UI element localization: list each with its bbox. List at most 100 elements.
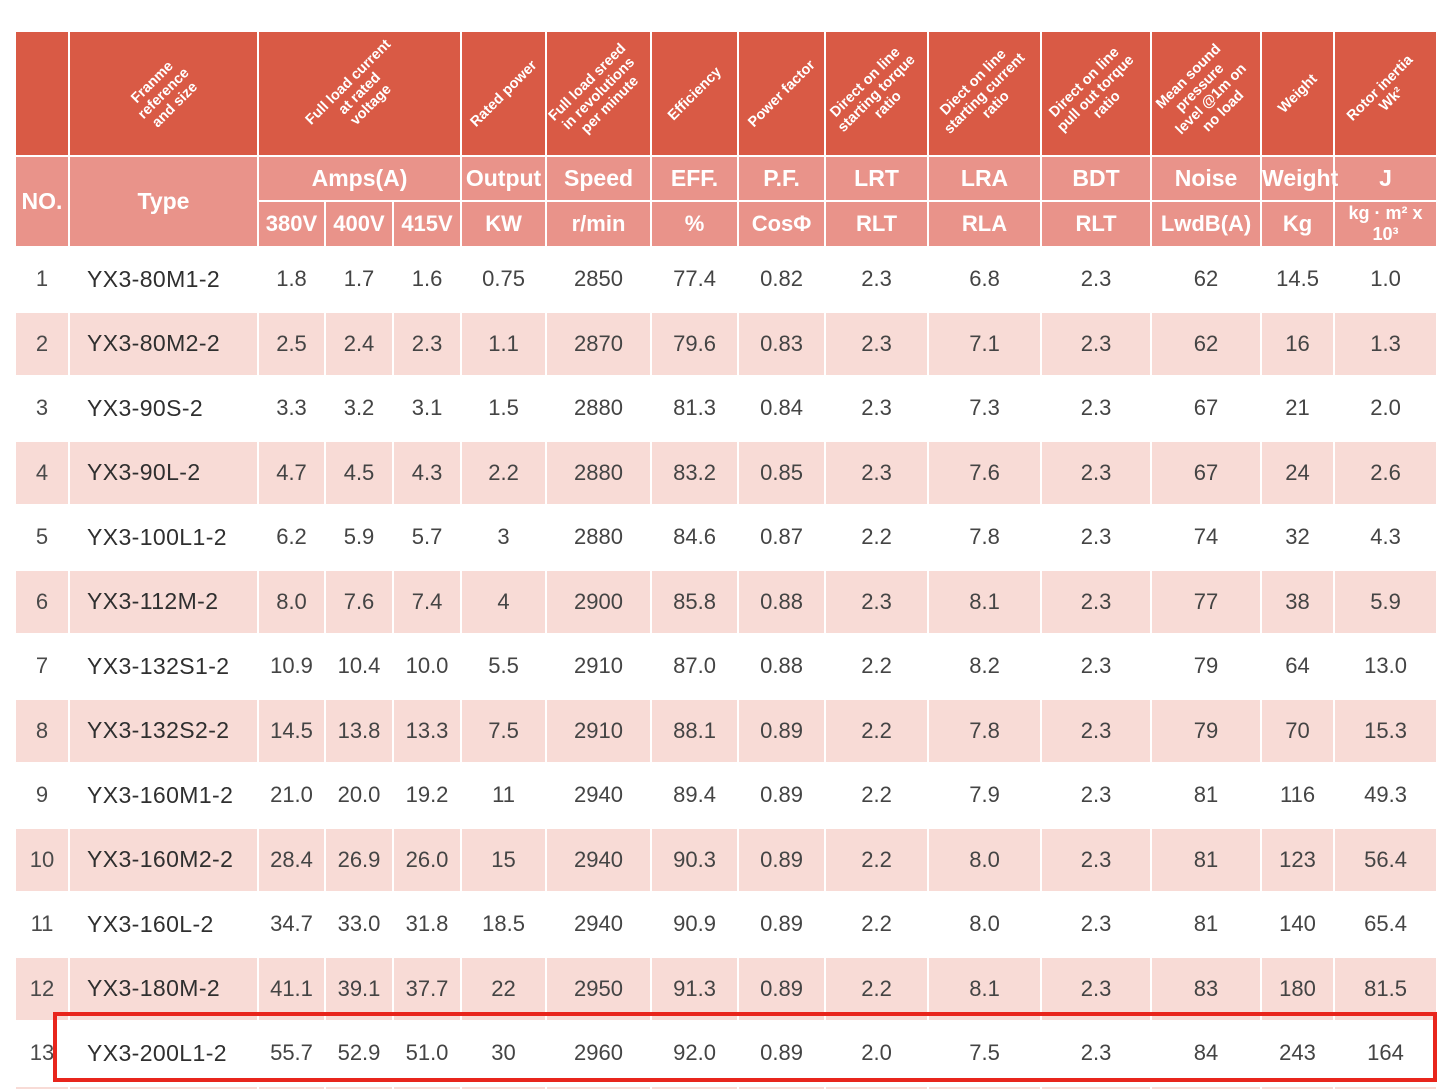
- header-power-factor: Power factor: [737, 30, 827, 157]
- value-cell: 81: [1150, 826, 1263, 893]
- no-cell: 10: [14, 826, 70, 893]
- value-cell: 1.7: [324, 246, 394, 313]
- value-cell: 1.1: [460, 310, 548, 377]
- unit-percent: %: [650, 200, 740, 248]
- value-cell: 4: [460, 568, 548, 635]
- empty-cell: [1333, 1084, 1436, 1089]
- no-cell: 1: [14, 246, 70, 313]
- value-cell: 0.88: [737, 633, 827, 700]
- value-cell: 1.6: [391, 246, 463, 313]
- value-cell: 4.3: [1333, 504, 1436, 571]
- value-cell: 3.2: [324, 375, 394, 442]
- table-row: 12 YX3-180M-2 41.1 39.1 37.7 22 2950 91.3 0.89 2.…: [14, 955, 1436, 1022]
- starting-current-label: Diect on line starting current ratio: [936, 45, 1028, 137]
- value-cell: 1.3: [1333, 310, 1436, 377]
- value-cell: 21.0: [257, 762, 326, 829]
- value-cell: 0.83: [737, 310, 827, 377]
- no-cell: 2: [14, 310, 70, 377]
- spec-table-container: Franme reference and size Full load curr…: [14, 30, 1436, 1089]
- empty-cell: [824, 1084, 930, 1089]
- value-cell: 2.2: [824, 762, 930, 829]
- value-cell: 87.0: [650, 633, 740, 700]
- value-cell: 2.0: [824, 1020, 930, 1087]
- value-cell: 49.3: [1333, 762, 1436, 829]
- value-cell: 67: [1150, 375, 1263, 442]
- value-cell: 38: [1260, 568, 1336, 635]
- value-cell: 26.9: [324, 826, 394, 893]
- value-cell: 37.7: [391, 955, 463, 1022]
- value-cell: 0.89: [737, 891, 827, 958]
- value-cell: 7.5: [927, 1020, 1043, 1087]
- value-cell: 0.75: [460, 246, 548, 313]
- empty-cell: [650, 1084, 740, 1089]
- value-cell: 32: [1260, 504, 1336, 571]
- type-cell: YX3-160M1-2: [68, 762, 259, 829]
- value-cell: 140: [1260, 891, 1336, 958]
- value-cell: 3.3: [257, 375, 326, 442]
- value-cell: 2.2: [824, 633, 930, 700]
- value-cell: 11: [460, 762, 548, 829]
- value-cell: 2960: [545, 1020, 653, 1087]
- diagonal-header-row: Franme reference and size Full load curr…: [14, 30, 1436, 157]
- empty-cell: [1150, 1084, 1263, 1089]
- no-cell: 8: [14, 697, 70, 764]
- value-cell: 2.3: [1040, 697, 1153, 764]
- table-row: 3 YX3-90S-2 3.3 3.2 3.1 1.5 2880 81.3 0.84 2.3 7.3…: [14, 375, 1436, 442]
- type-cell: YX3-90L-2: [68, 439, 259, 506]
- table-row: 6 YX3-112M-2 8.0 7.6 7.4 4 2900 85.8 0.88 2.3 8.1 2…: [14, 568, 1436, 635]
- empty-cell: [391, 1084, 463, 1089]
- sound-pressure-label: Mean sound pressure level @1m on no load: [1153, 40, 1251, 138]
- col-header-lrt: LRT: [824, 155, 930, 202]
- value-cell: 22: [460, 955, 548, 1022]
- header-starting-current: Diect on line starting current ratio: [927, 30, 1043, 157]
- value-cell: 24: [1260, 439, 1336, 506]
- value-cell: 180: [1260, 955, 1336, 1022]
- efficiency-label: Efficiency: [664, 63, 725, 124]
- value-cell: 62: [1150, 246, 1263, 313]
- value-cell: 7.5: [460, 697, 548, 764]
- value-cell: 2900: [545, 568, 653, 635]
- value-cell: 2.2: [824, 955, 930, 1022]
- unit-rla: RLA: [927, 200, 1043, 248]
- rated-power-label: Rated power: [467, 56, 540, 130]
- value-cell: 0.89: [737, 826, 827, 893]
- unit-kg: Kg: [1260, 200, 1336, 248]
- no-cell: 12: [14, 955, 70, 1022]
- header-rotor-inertia: Rotor inertia Wk²: [1333, 30, 1436, 157]
- value-cell: 2880: [545, 375, 653, 442]
- value-cell: 0.82: [737, 246, 827, 313]
- value-cell: 0.89: [737, 762, 827, 829]
- weight-diag-label: Weight: [1274, 70, 1321, 117]
- value-cell: 77: [1150, 568, 1263, 635]
- value-cell: 243: [1260, 1020, 1336, 1087]
- unit-380v: 380V: [257, 200, 326, 248]
- value-cell: 8.1: [927, 568, 1043, 635]
- value-cell: 84: [1150, 1020, 1263, 1087]
- value-cell: 4.3: [391, 439, 463, 506]
- unit-lwdba: LwdB(A): [1150, 200, 1263, 248]
- value-cell: 84.6: [650, 504, 740, 571]
- value-cell: 2.3: [1040, 955, 1153, 1022]
- col-header-bdt: BDT: [1040, 155, 1153, 202]
- value-cell: 67: [1150, 439, 1263, 506]
- value-cell: 90.9: [650, 891, 740, 958]
- no-cell: 11: [14, 891, 70, 958]
- table-row: 2 YX3-80M2-2 2.5 2.4 2.3 1.1 2870 79.6 0.83 2.3 7.…: [14, 310, 1436, 377]
- value-cell: 3: [460, 504, 548, 571]
- value-cell: 34.7: [257, 891, 326, 958]
- value-cell: 79: [1150, 697, 1263, 764]
- value-cell: 10.0: [391, 633, 463, 700]
- type-cell: YX3-112M-2: [68, 568, 259, 635]
- value-cell: 70: [1260, 697, 1336, 764]
- header-full-load-current: Full load current at rated voltage: [256, 30, 463, 157]
- value-cell: 85.8: [650, 568, 740, 635]
- table-body: 1 YX3-80M1-2 1.8 1.7 1.6 0.75 2850 77.4 0.82 2.3 6…: [14, 246, 1436, 1089]
- value-cell: 2.3: [824, 439, 930, 506]
- value-cell: 2.3: [1040, 826, 1153, 893]
- value-cell: 7.6: [927, 439, 1043, 506]
- value-cell: 81: [1150, 891, 1263, 958]
- value-cell: 7.3: [927, 375, 1043, 442]
- value-cell: 14.5: [257, 697, 326, 764]
- no-cell: 13: [14, 1020, 70, 1087]
- header-no-spacer: [14, 30, 70, 157]
